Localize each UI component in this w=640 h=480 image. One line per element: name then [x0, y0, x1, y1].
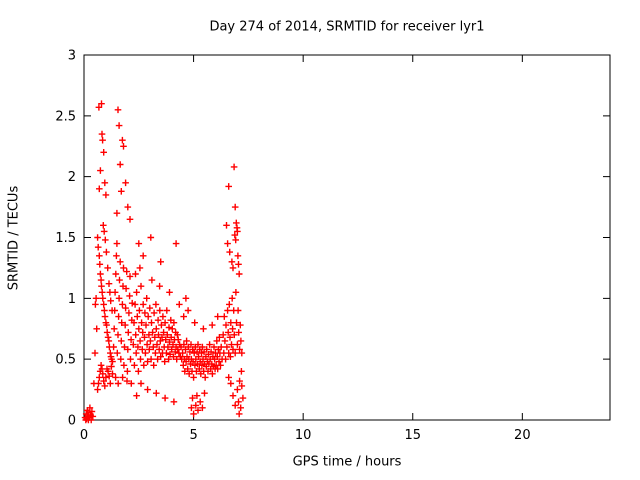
x-tick-label: 5	[189, 428, 197, 443]
x-tick-label: 15	[404, 428, 421, 443]
chart-title: Day 274 of 2014, SRMTID for receiver lyr…	[209, 19, 485, 35]
y-tick-label: 0.5	[55, 353, 76, 368]
x-axis-label: GPS time / hours	[292, 454, 402, 470]
x-tick-label: 10	[295, 428, 312, 443]
x-tick-label: 20	[514, 428, 531, 443]
y-tick-label: 2	[68, 170, 76, 185]
y-tick-label: 2.5	[55, 109, 76, 124]
y-tick-label: 0	[68, 414, 76, 429]
y-tick-label: 3	[68, 49, 76, 64]
plot-border	[83, 54, 611, 421]
x-tick-label: 0	[80, 428, 88, 443]
y-tick-label: 1.5	[55, 231, 76, 246]
scatter-plus-markers	[81, 100, 247, 424]
y-tick-label: 1	[68, 292, 76, 307]
